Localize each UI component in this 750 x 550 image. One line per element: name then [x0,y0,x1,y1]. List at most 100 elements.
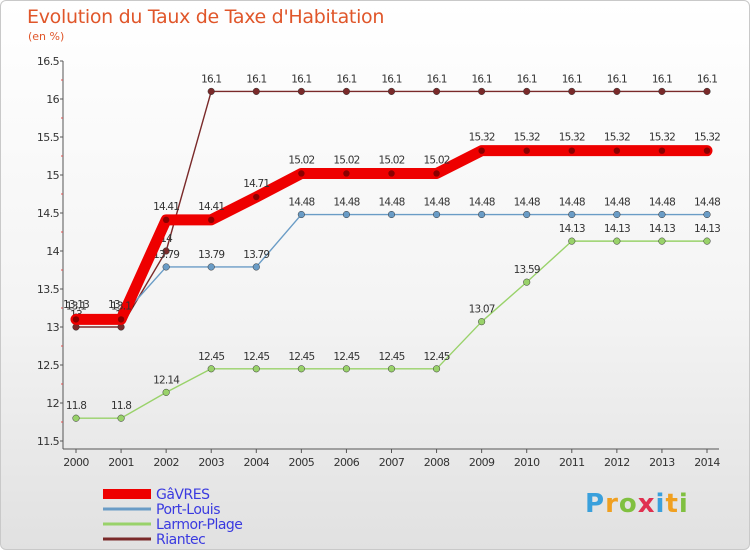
data-label: 14.13 [604,223,630,235]
y-tick-label: 13.5 [37,283,60,296]
data-label: 11.8 [111,400,131,412]
data-label: 16.1 [697,73,717,85]
data-point [298,170,305,177]
data-label: 16.1 [562,73,582,85]
data-point [342,210,350,219]
logo-letter: t [665,489,679,519]
data-label: 16.1 [381,73,401,85]
data-point [433,365,441,373]
data-label: 15.32 [694,132,720,144]
data-point [342,365,350,373]
x-tick-label: 2008 [424,456,450,469]
data-point [162,388,170,396]
series-larmor-plage: 11.8 11.8 12.14 12.45 12.45 12.45 12.45 12.45 12… [66,223,721,422]
data-point [208,216,215,224]
legend-label: Larmor-Plage [156,517,242,533]
logo-letter: i [678,489,689,519]
x-tick-label: 2013 [649,456,675,469]
data-label: 16.1 [607,73,627,85]
x-tick-label: 2009 [469,456,495,469]
data-label: 12.45 [333,351,359,363]
data-label: 13.13 [63,299,89,311]
legend-label: GâVRES [156,487,210,503]
series-line [75,240,708,419]
data-label: 16.1 [201,73,221,85]
data-point [658,147,666,154]
data-point [117,414,125,422]
data-label: 14.48 [333,197,359,209]
data-label: 13.79 [153,249,179,261]
x-tick-label: 2007 [379,456,405,469]
data-point [387,210,396,219]
data-label: 15.32 [649,132,675,144]
data-label: 11.8 [66,400,86,412]
data-point [568,87,576,95]
data-point [162,216,170,224]
data-label: 13.79 [198,249,224,261]
data-point [252,87,260,95]
data-point [72,414,80,422]
data-point [387,365,396,373]
data-point [207,365,215,373]
data-point [658,237,666,245]
y-tick-label: 11.5 [37,435,60,448]
legend-label: Riantec [156,532,205,548]
data-point [297,365,305,373]
data-label: 15.32 [514,132,540,144]
data-label: 16.1 [517,73,537,85]
data-point [343,170,350,177]
data-point [568,210,576,219]
x-tick-label: 2010 [514,456,540,469]
data-point [523,210,531,219]
data-point [388,170,395,177]
data-point [613,147,621,154]
y-tick-label: 13 [46,321,59,334]
x-tick-label: 2005 [289,456,315,469]
data-label: 13.1 [66,300,86,312]
data-label: 14.48 [649,197,675,209]
data-label: 14.13 [649,223,675,235]
data-point [117,316,125,323]
data-label: 14.13 [694,223,720,235]
series-g-vres: 13.1 13.1 14.41 14.41 14.71 15.02 15.02 15.02 15… [66,132,721,325]
data-point [433,210,441,219]
proxiti-logo: Proxiti [585,489,689,519]
data-label: 14.48 [559,197,585,209]
data-point [162,263,170,271]
data-point [613,237,621,245]
data-label: 15.02 [424,154,450,166]
data-label: 16.1 [336,73,356,85]
chart-unit-label: (en %) [28,30,65,43]
data-point [297,210,305,219]
logo-letter: r [605,489,619,519]
data-point [478,210,486,219]
y-tick-label: 14.5 [37,207,60,220]
data-label: 14.48 [604,197,630,209]
data-label: 12.14 [153,374,180,386]
y-tick-label: 14 [46,245,59,258]
data-label: 12.45 [243,351,269,363]
y-tick-label: 16.5 [37,55,60,68]
data-point [72,316,80,323]
x-tick-label: 2001 [108,456,134,469]
data-label: 12.45 [288,351,314,363]
data-point [523,278,531,286]
data-point [613,87,621,95]
data-point [342,87,350,95]
data-point [523,147,530,154]
data-label: 14.48 [514,197,540,209]
y-tick-label: 12 [46,397,59,410]
data-label: 14.48 [424,197,450,209]
y-tick-label: 15 [46,169,59,182]
data-label: 16.1 [291,73,311,85]
data-point [252,365,260,373]
logo-letter: o [618,489,638,519]
data-point [613,210,621,219]
data-point [703,210,711,219]
data-label: 14.48 [288,197,314,209]
data-label: 13.07 [469,304,495,316]
chart-title: Evolution du Taux de Taxe d'Habitation [27,6,385,28]
